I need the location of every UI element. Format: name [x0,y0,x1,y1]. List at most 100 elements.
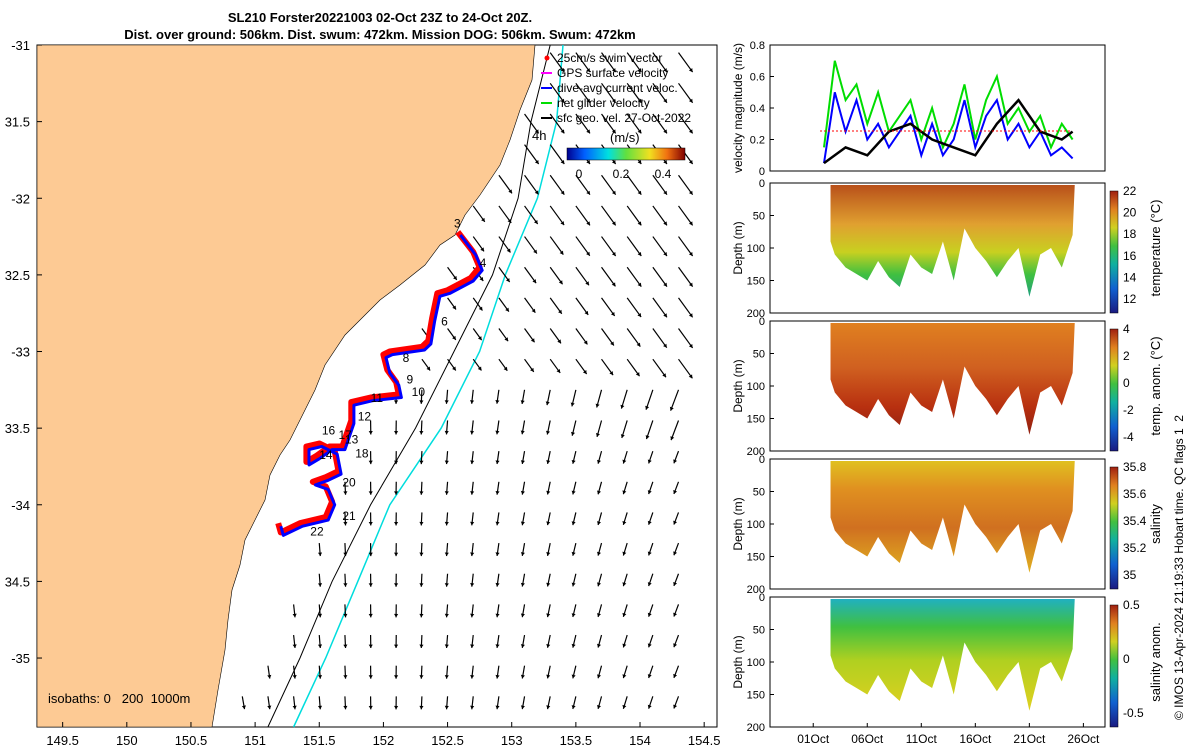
velocity-arrowhead [545,401,550,406]
velocity-arrowhead [394,552,399,557]
velocity-arrowhead [673,704,678,709]
velocity-arrowhead [663,282,667,287]
velocity-arrowhead [452,335,456,340]
velocity-arrow [524,236,538,254]
velocity-arrowhead [478,306,483,311]
depth-axis-label: Depth (m) [731,359,745,412]
velocity-arrowhead [636,342,641,347]
velocity-arrowhead [586,68,590,73]
velocity-arrowhead [673,490,678,494]
velocity-arrow [626,52,642,73]
velocity-arrow [549,205,565,226]
velocity-series-line [823,92,1074,164]
time-tick-label: 01Oct [797,732,830,746]
velocity-arrowhead [477,336,482,341]
map-x-tick-label: 153.5 [560,733,593,748]
velocity-arrowhead [419,613,424,618]
velocity-arrowhead [534,190,539,195]
velocity-arrowhead [595,433,600,437]
footer-credit: © IMOS 13-Apr-2024 21:19:33 Hobart time.… [1172,415,1186,720]
velocity-arrowhead [586,98,590,103]
velocity-arrowhead [444,583,449,587]
velocity-arrowhead [622,459,627,464]
velocity-arrowhead [419,491,424,495]
velocity-arrowhead [495,490,500,495]
velocity-arrowhead [507,218,512,223]
velocity-arrowhead [622,612,627,617]
legend-label: sfc geo. vel. 27-Oct-2022 [557,111,691,125]
velocity-arrowhead [647,520,652,525]
time-axis: 01Oct 06Oct 11Oct 16Oct 21Oct 26Oct [797,723,1100,746]
velocity-arrowhead [637,68,642,73]
isobaths-label: isobaths: 0 200 1000m [48,691,190,706]
time-tick-label: 26Oct [1067,732,1100,746]
velocity-arrowhead [520,400,525,404]
velocity-arrowhead [292,705,297,710]
profile-panel-salinity: 0 50 100 150 200 Depth (m) 35.8 35.6 35.4 35.2 35 s… [731,454,1163,596]
velocity-arrowhead [495,613,500,618]
velocity-arrowhead [559,250,564,255]
profile-panel-salinity_anom: 0 50 100 150 200 Depth (m) 0.5 0 -0.5 salinity an… [731,592,1163,734]
velocity-arrow [524,205,539,225]
velocity-arrowhead [470,644,475,648]
velocity-arrowhead [394,644,399,649]
velocity-arrowhead [419,521,424,526]
velocity-arrowhead [343,644,348,649]
velocity-arrowhead [419,552,424,557]
velocity-arrowhead [520,430,525,435]
velocity-arrowhead [520,705,525,710]
velocity-arrow [652,113,668,134]
velocity-arrow [524,144,540,165]
velocity-arrowhead [470,491,475,495]
velocity-arrow [670,389,680,411]
velocity-arrowhead [622,582,627,587]
map-x-tick-label: 154 [629,733,651,748]
velocity-arrow [601,297,616,317]
velocity-arrowhead [597,490,601,495]
day-label: 18 [355,446,369,460]
velocity-arrowhead [637,98,642,103]
velocity-arrowhead [444,430,449,435]
velocity-arrowhead [586,221,590,226]
profile-curtain [830,461,1075,573]
velocity-arrow [601,174,617,196]
profile-curtain [830,323,1075,435]
velocity-arrowhead [343,491,348,495]
velocity-arrowhead [495,521,500,526]
velocity-arrowhead [637,313,642,318]
velocity-arrowhead [622,490,627,495]
map-x-ticks: 149.5 150 150.5 151 151.5 152 152.5 153 153.5 154… [46,722,720,748]
velocity-arrow [678,52,694,73]
velocity-arrowhead [647,582,652,587]
velocity-arrowhead [688,252,693,256]
velocity-arrowhead [267,674,272,679]
velocity-arrowhead [610,311,615,316]
colorbar-tick: 0.2 [613,167,630,181]
day-labels: 3 4 6 8 910 11 12 13 16 17 14 18 20 21 22 [310,216,486,538]
velocity-arrowhead [637,190,642,195]
velocity-arrowhead [317,705,323,710]
velocity-arrowhead [520,521,525,526]
map-x-tick-label: 152.5 [431,733,464,748]
velocity-arrowhead [688,190,693,195]
velocity-arrowhead [597,643,601,648]
velocity-arrowhead [533,220,538,224]
colorbar-tick-label: 35.2 [1123,541,1147,555]
velocity-arrowhead [670,436,675,441]
profile-panel-temp_anom: 0 50 100 150 200 Depth (m) 4 2 0 -2 -4 temp. anom. … [731,316,1163,458]
day-label: 16 [322,423,336,437]
velocity-arrowhead [343,583,348,587]
velocity-arrowhead [343,521,348,526]
day-label: 14 [319,448,333,462]
velocity-series-line [823,60,1074,151]
map-x-tick-label: 153 [501,733,523,748]
velocity-arrow [626,113,642,134]
velocity-arrowhead [534,129,539,134]
velocity-arrow [601,236,617,257]
velocity-arrow [652,358,667,378]
colorbar-tick-label: 22 [1123,184,1137,198]
map-y-tick-label: 32.5 [5,268,30,283]
velocity-arrowhead [673,612,678,617]
isobath-1000m [292,44,564,728]
velocity-arrowhead [595,403,600,408]
